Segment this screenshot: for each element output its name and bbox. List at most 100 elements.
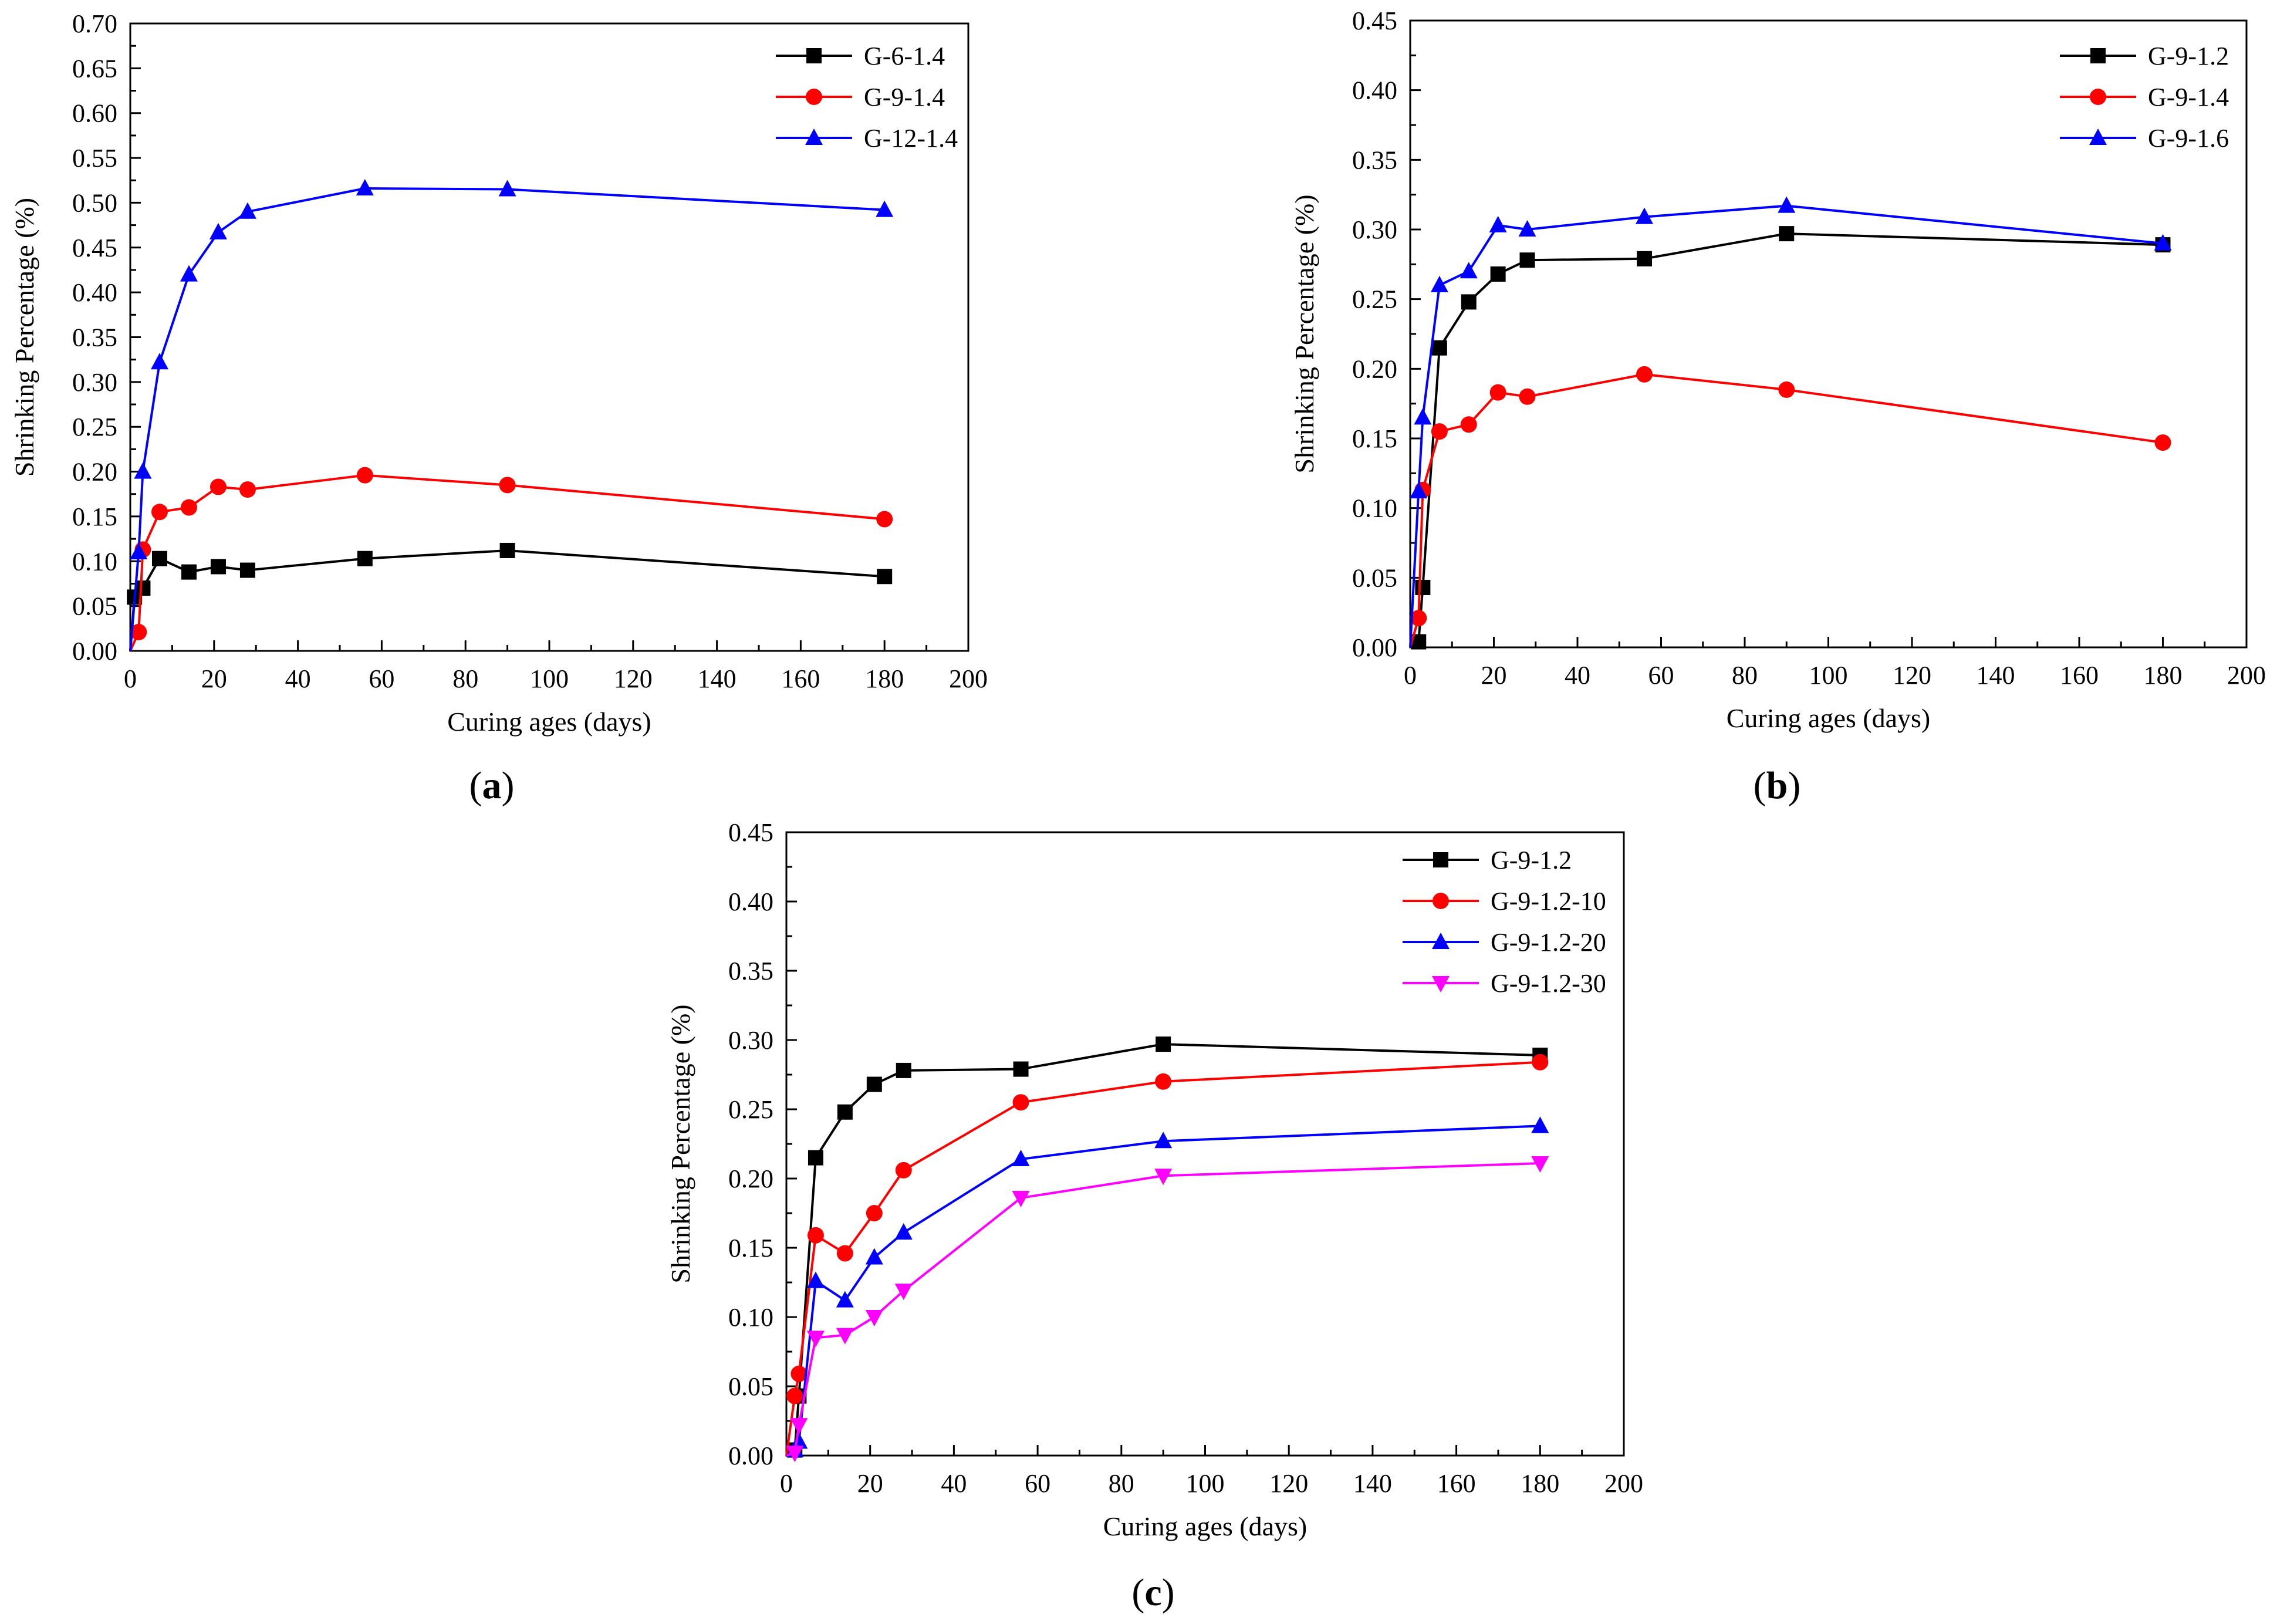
legend-label: G-9-1.4 [2148,83,2229,112]
chart-panel-a: 0 20 40 60 80 100 120 140 160 180 200 0.00 0.05 0.10 0… [9,9,988,807]
y-tick-label: 0.25 [728,1095,773,1124]
series-line-G-12-1.4 [129,187,885,651]
data-point [2154,434,2171,451]
data-point [499,477,516,494]
data-point [180,499,197,516]
legend-label: G-12-1.4 [864,124,958,153]
legend-label: G-9-1.4 [864,83,945,112]
data-point [1637,251,1652,266]
chart-panel-c: 0 20 40 60 80 100 120 140 160 180 200 0.00 0.05 0.10 0… [665,818,1643,1614]
y-tick-label: 0.30 [72,368,117,397]
y-tick-label: 0.10 [72,547,117,576]
series-line-G-9-1.6 [1409,204,2163,648]
panel-caption: (b) [1754,764,1801,807]
legend-marker [1432,933,1450,949]
data-point [1519,388,1536,405]
x-tick-label: 100 [530,664,569,693]
y-axis-title: Shrinking Percentage (%) [665,1004,695,1283]
y-tick-label: 0.15 [72,502,117,531]
data-point [357,551,373,566]
x-tick-label: 120 [614,664,653,693]
x-tick-label: 200 [2227,661,2266,690]
data-point [808,1150,823,1166]
data-point [1415,579,1431,595]
x-axis-title: Curing ages (days) [1727,703,1930,733]
data-point [836,1328,854,1345]
data-point [151,551,167,566]
data-point [180,265,198,282]
y-tick-label: 0.20 [728,1164,773,1193]
legend-marker [806,89,822,105]
legend-label: G-9-1.2-20 [1491,928,1606,957]
y-tick-label: 0.05 [728,1372,773,1401]
legend-marker [2090,48,2106,63]
y-tick-label: 0.65 [72,54,117,83]
y-tick-label: 0.60 [72,99,117,128]
data-point [1531,1156,1549,1173]
data-point [151,504,168,521]
data-point [786,1387,803,1404]
x-tick-label: 180 [865,664,904,693]
legend-marker [1433,893,1449,909]
data-point [1531,1116,1549,1133]
data-point [181,564,197,580]
data-point [836,1291,854,1308]
x-axis-title: Curing ages (days) [1103,1511,1307,1541]
data-point [894,1223,913,1240]
y-tick-label: 0.05 [72,592,117,621]
legend-marker [2090,89,2106,105]
data-point [499,542,515,558]
data-point [1778,381,1795,398]
data-point [239,481,256,498]
y-tick-label: 0.20 [1352,354,1397,383]
data-point [1013,1061,1029,1077]
x-tick-label: 160 [1437,1469,1476,1498]
data-point [1460,416,1477,433]
data-point [1414,408,1432,425]
x-tick-label: 20 [857,1469,883,1498]
legend-label: G-9-1.2-30 [1491,969,1606,998]
panel-caption-letter: b [1766,764,1788,807]
data-point [1155,1073,1172,1090]
legend-label: G-9-1.6 [2148,124,2229,153]
x-tick-label: 140 [1977,661,2015,690]
y-tick-label: 0.00 [728,1441,773,1470]
data-point [837,1104,853,1120]
y-tick-label: 0.00 [1352,633,1397,662]
data-point [866,1205,883,1221]
data-point [1532,1054,1549,1071]
data-point [209,222,227,239]
data-point [356,467,373,484]
y-tick-label: 0.50 [72,188,117,217]
data-point [1430,275,1448,292]
y-tick-label: 0.40 [1352,76,1397,105]
data-point [807,1227,824,1244]
data-point [1410,482,1428,499]
data-point [790,1418,808,1435]
panel-caption-letter: a [482,764,502,807]
y-tick-label: 0.35 [72,323,117,352]
data-point [1460,262,1478,279]
legend-marker [1433,852,1448,867]
x-tick-label: 160 [2060,661,2099,690]
data-point [896,1062,911,1078]
panel-caption: (c) [1131,1571,1174,1614]
data-point [806,1271,825,1288]
data-point [1012,1094,1029,1111]
x-tick-label: 20 [1481,661,1507,690]
data-point [1431,423,1448,440]
panel-caption: (a) [469,764,515,807]
x-tick-label: 100 [1186,1469,1225,1498]
x-tick-label: 140 [698,664,737,693]
data-point [865,1248,883,1265]
y-tick-label: 0.15 [728,1234,773,1262]
data-point [1636,207,1653,224]
y-tick-label: 0.70 [72,9,117,38]
y-tick-label: 0.45 [728,818,773,847]
y-tick-label: 0.30 [728,1026,773,1055]
data-point [238,202,256,219]
legend-label: G-9-1.2 [2148,42,2229,70]
data-point [1012,1191,1030,1208]
data-point [1778,196,1796,213]
y-tick-label: 0.40 [72,278,117,307]
